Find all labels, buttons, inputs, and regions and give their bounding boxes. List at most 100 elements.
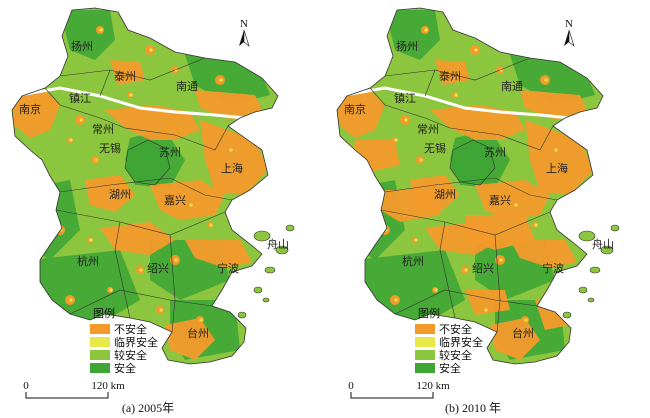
city-boundary: [449, 125, 554, 151]
unsafe-zone: [150, 180, 225, 220]
scale-start: 0: [348, 380, 354, 392]
legend-label: 不安全: [114, 322, 147, 336]
legend-swatch: [90, 337, 110, 347]
yangtze-river: [19, 86, 271, 120]
map-panel-2010: 扬州 泰州 南通 南京 镇江 常州 无锡 苏州 上海 湖州 嘉兴 舟山 杭州 绍兴 宁波 台州 N 图例 不安全 临界…: [325, 0, 650, 418]
critical-spot: [514, 203, 518, 207]
city-boundary: [55, 209, 226, 236]
region-outline: [336, 7, 604, 365]
island: [562, 311, 572, 319]
city-label: 嘉兴: [164, 193, 186, 207]
island: [610, 224, 620, 232]
unsafe-zone: [465, 215, 535, 250]
legend-label: 不安全: [439, 322, 472, 336]
critical-spot: [404, 118, 408, 122]
city-label: 台州: [512, 326, 534, 340]
unsafe-spot: [55, 225, 65, 235]
unsafe-zone: [337, 90, 385, 138]
unsafe-zone: [490, 318, 540, 360]
island: [600, 245, 614, 255]
unsafe-zone: [510, 240, 577, 268]
critical-spot: [79, 118, 83, 122]
city-label: 镇江: [394, 91, 416, 105]
critical-spot: [424, 28, 428, 32]
unsafe-zone: [475, 180, 550, 220]
unsafe-zone: [520, 90, 587, 120]
legend-swatch: [415, 324, 435, 334]
scale-bar: 0 120 km: [23, 380, 125, 399]
city-label: 南京: [344, 102, 366, 116]
critical-spot: [219, 78, 223, 82]
city-label: 湖州: [109, 188, 131, 201]
city-label: 嘉兴: [489, 193, 511, 207]
critical-spot: [484, 308, 488, 312]
scale-end: 120 km: [91, 380, 125, 392]
island: [237, 311, 247, 319]
city-boundary: [69, 289, 213, 315]
legend-label: 临界安全: [114, 335, 158, 349]
city-label: 南通: [501, 80, 523, 93]
north-label: N: [240, 18, 248, 30]
city-label: 南京: [19, 102, 41, 116]
unsafe-spot: [380, 225, 390, 235]
city-boundary: [424, 69, 436, 97]
critical-spot: [89, 238, 93, 242]
city-label: 台州: [187, 326, 209, 340]
north-label: N: [565, 18, 573, 30]
critical-spot: [69, 138, 73, 142]
north-arrow: N: [564, 18, 575, 47]
unsafe-zone: [185, 240, 252, 268]
critical-spot: [394, 298, 398, 302]
legend-label: 安全: [439, 361, 461, 375]
city-boundary: [44, 87, 126, 129]
critical-spot: [109, 288, 113, 292]
city-label: 常州: [92, 123, 114, 136]
unsafe-spot: [362, 57, 368, 63]
unsafe-zone: [195, 90, 262, 120]
city-boundary: [494, 234, 501, 333]
city-label: 宁波: [217, 261, 239, 275]
critical-spot: [534, 223, 538, 227]
island: [587, 297, 595, 303]
critical-spot: [229, 148, 233, 152]
critical-spot: [159, 308, 163, 312]
unsafe-spot: [37, 57, 43, 63]
critical-spot: [189, 203, 193, 207]
critical-spot: [474, 48, 478, 52]
unsafe-spot: [367, 202, 373, 208]
legend-swatch: [415, 350, 435, 360]
critical-spot: [249, 118, 253, 122]
critical-spot: [364, 58, 368, 62]
critical-spot: [94, 158, 98, 162]
island: [578, 230, 596, 242]
unsafe-zone: [12, 90, 60, 138]
city-boundary: [99, 69, 111, 97]
critical-spot: [464, 268, 468, 272]
city-label: 宁波: [542, 261, 564, 275]
critical-spot: [174, 258, 178, 262]
city-label: 南通: [176, 80, 198, 93]
city-label: 上海: [546, 161, 568, 175]
city-label: 上海: [221, 161, 243, 175]
city-label: 舟山: [592, 237, 614, 251]
city-label: 杭州: [77, 254, 99, 268]
safe-zone: [385, 10, 440, 60]
city-label: 扬州: [396, 39, 418, 53]
unsafe-zone: [85, 175, 135, 212]
unsafe-zone: [380, 190, 440, 222]
scale-start: 0: [23, 380, 29, 392]
city-label: 舟山: [267, 237, 289, 251]
safe-zone: [60, 10, 115, 60]
island: [253, 230, 271, 242]
critical-spot: [434, 288, 438, 292]
unsafe-zone: [435, 60, 470, 85]
scale-bar: 0 120 km: [348, 380, 450, 399]
critical-spot: [419, 158, 423, 162]
critical-spot: [69, 298, 73, 302]
legend-swatch: [90, 324, 110, 334]
legend-title: 图例: [418, 306, 440, 320]
region-outline: [11, 7, 279, 365]
island: [589, 266, 601, 274]
